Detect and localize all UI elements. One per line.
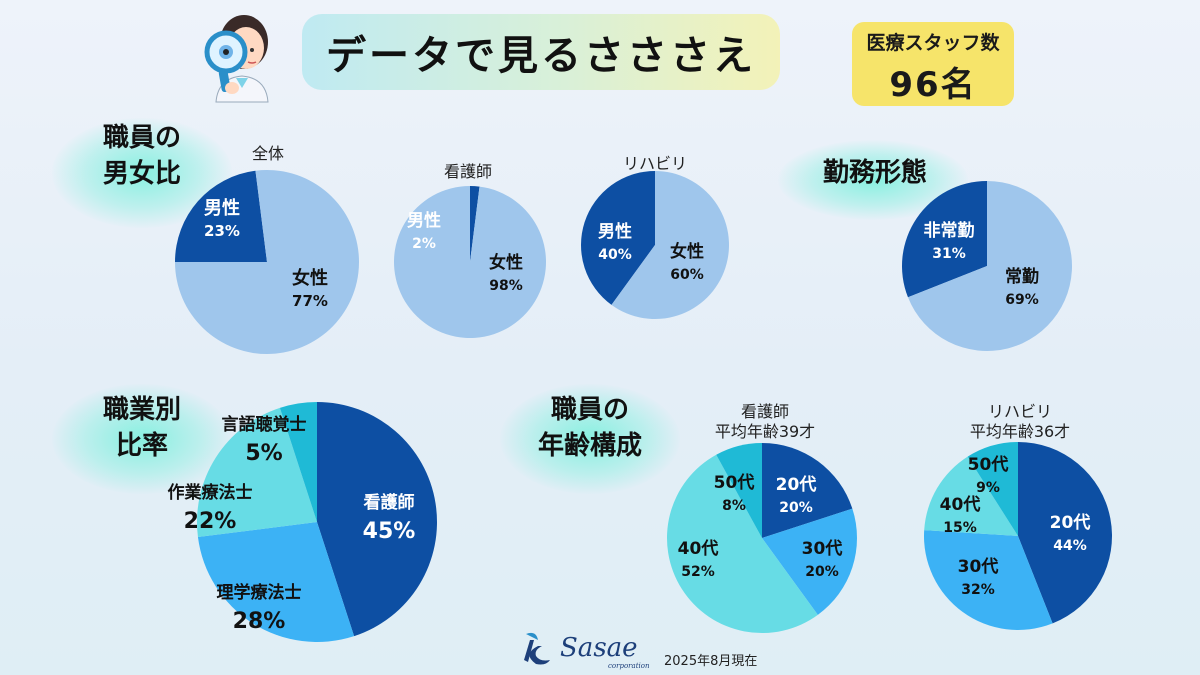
chart-subtitle-age-nurse: 平均年齢39才 [714,422,816,441]
chart-title-age-rehab: リハビリ [987,402,1052,421]
pie-value-gender-rehab-0: 40% [598,247,632,263]
chart-title-age-nurse: 看護師 [740,402,789,421]
pie-slice-gender-rehab-1 [611,171,730,319]
logo-subtext: corporation [608,662,650,670]
pie-slice-age-rehab-3 [967,442,1018,536]
pie-label-age-nurse-2: 40代 [678,538,719,559]
pie-slice-occupation-1 [197,522,355,642]
pie-label-age-nurse-0: 20代 [776,474,817,495]
pie-label-occupation-3: 言語聴覚士 [222,414,307,435]
chart-title-gender-nurse: 看護師 [443,162,492,181]
pie-label-age-rehab-3: 50代 [968,454,1009,475]
pie-value-employment-1: 69% [1005,292,1039,308]
pie-value-occupation-3: 5% [245,441,282,466]
pie-slice-employment-1 [907,181,1073,351]
pie-value-occupation-1: 28% [233,609,286,634]
pie-slice-age-rehab-1 [923,530,1053,630]
chart-title-gender-all: 全体 [251,144,284,163]
pie-value-employment-0: 31% [932,246,966,262]
pie-label-gender-nurse-1: 女性 [489,252,523,273]
page-title: データで見るさささえ [302,14,780,90]
pie-label-age-nurse-1: 30代 [802,538,843,559]
pie-value-age-rehab-2: 15% [943,520,977,536]
pie-value-age-nurse-0: 20% [779,500,813,516]
pie-slice-gender-nurse-0 [470,186,480,262]
pie-slice-occupation-0 [317,402,438,637]
pie-label-age-nurse-3: 50代 [714,472,755,493]
pie-slice-age-nurse-3 [716,443,762,538]
employment-section-heading: 勤務形態 [822,158,927,188]
staff-count: 96名 [889,65,977,105]
pie-label-age-rehab-0: 20代 [1050,512,1091,533]
pie-label-age-rehab-2: 40代 [940,494,981,515]
pie-slice-age-nurse-2 [667,454,818,634]
chart-subtitle-age-rehab: 平均年齢36才 [969,422,1071,441]
pie-value-gender-nurse-1: 98% [489,278,523,294]
pie-slice-gender-all-1 [175,170,360,354]
pie-value-age-nurse-2: 52% [681,564,715,580]
staff-label: 医療スタッフ数 [866,32,1000,54]
pie-value-occupation-0: 45% [363,519,416,544]
pie-value-gender-all-0: 23% [204,222,240,240]
pie-value-age-nurse-3: 8% [722,498,746,514]
pie-label-employment-0: 非常勤 [924,220,975,241]
age-section-heading: 職員の 年齢構成 [537,395,642,461]
pie-slice-gender-rehab-0 [581,171,655,305]
pie-slice-age-nurse-1 [762,508,857,615]
pie-slice-employment-0 [902,181,987,298]
logo-text: Sasae [560,633,638,663]
pie-value-gender-nurse-0: 2% [412,236,436,252]
pie-label-occupation-2: 作業療法士 [168,482,253,503]
pie-value-age-rehab-3: 9% [976,480,1000,496]
pie-label-gender-all-1: 女性 [292,267,328,289]
pie-slice-gender-nurse-1 [393,186,546,338]
gender-section-heading: 職員の 男女比 [102,123,181,189]
company-logo: Sasae corporation [516,626,656,674]
chart-title-gender-rehab: リハビリ [622,154,687,173]
pie-slice-occupation-3 [279,402,317,522]
logo-mark-icon: Sasae corporation [524,632,650,670]
age-heading-glow [500,384,680,494]
pie-slice-gender-all-0 [175,170,267,262]
pie-slice-age-rehab-0 [1018,442,1112,624]
pie-label-occupation-0: 看護師 [363,492,415,513]
pie-label-age-rehab-1: 30代 [958,556,999,577]
staff-count-box: 医療スタッフ数 96名 [852,22,1014,106]
pie-label-gender-rehab-0: 男性 [598,221,632,242]
pie-slice-age-nurse-0 [762,443,853,538]
pie-value-age-rehab-0: 44% [1053,538,1087,554]
pie-value-occupation-2: 22% [184,509,237,534]
pie-value-age-rehab-1: 32% [961,582,995,598]
pie-label-gender-all-0: 男性 [204,197,240,219]
pie-label-employment-1: 常勤 [1005,266,1039,287]
occupation-section-heading: 職業別 比率 [102,395,181,461]
pie-label-gender-rehab-1: 女性 [670,241,704,262]
pie-slice-age-rehab-2 [924,456,1018,536]
pie-value-gender-rehab-1: 60% [670,267,704,283]
occupation-heading-glow [52,384,232,494]
pie-slice-occupation-2 [197,407,317,538]
pie-value-gender-all-1: 77% [292,292,328,310]
pie-value-age-nurse-1: 20% [805,564,839,580]
footer-date: 2025年8月現在 [664,654,758,669]
pie-label-occupation-1: 理学療法士 [217,582,302,603]
doctor-with-magnifier-illustration [204,15,269,103]
pie-label-gender-nurse-0: 男性 [407,210,441,231]
